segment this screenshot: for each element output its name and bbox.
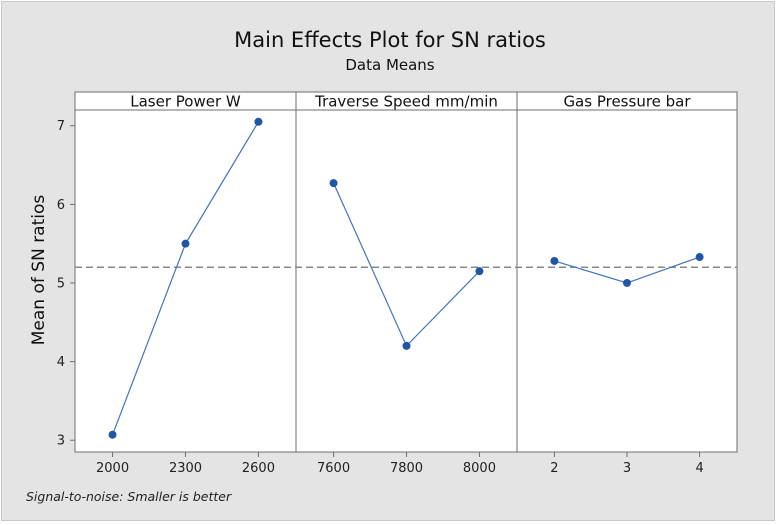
data-point xyxy=(623,278,631,287)
y-tick-label: 7 xyxy=(57,119,65,134)
chart-subtitle: Data Means xyxy=(345,56,435,74)
x-tick-label: 7600 xyxy=(317,461,350,476)
y-tick-label: 5 xyxy=(57,276,65,291)
y-tick-label: 3 xyxy=(57,434,65,449)
data-point xyxy=(329,179,338,188)
y-tick-label: 4 xyxy=(57,355,65,370)
x-tick-label: 8000 xyxy=(463,461,496,476)
data-point xyxy=(108,430,117,439)
chart-title: Main Effects Plot for SN ratios xyxy=(234,28,546,52)
data-point xyxy=(695,253,704,262)
x-tick-label: 7800 xyxy=(390,461,423,476)
data-point xyxy=(402,341,411,350)
data-point xyxy=(475,267,484,276)
data-point xyxy=(254,117,263,126)
x-tick-label: 4 xyxy=(695,461,703,476)
x-tick-label: 2000 xyxy=(96,461,129,476)
x-tick-label: 2 xyxy=(550,461,558,476)
data-point xyxy=(550,256,559,265)
y-tick-label: 6 xyxy=(57,198,65,213)
panel-label: Laser Power W xyxy=(130,93,241,111)
x-tick-label: 3 xyxy=(623,461,631,476)
data-point xyxy=(181,239,190,248)
panel-label: Traverse Speed mm/min xyxy=(314,93,498,111)
panel-label: Gas Pressure bar xyxy=(563,93,691,111)
x-tick-label: 2300 xyxy=(169,461,202,476)
x-tick-label: 2600 xyxy=(242,461,275,476)
y-axis-label: Mean of SN ratios xyxy=(29,195,49,346)
plot-area xyxy=(74,91,738,453)
footnote: Signal-to-noise: Smaller is better xyxy=(26,489,232,504)
